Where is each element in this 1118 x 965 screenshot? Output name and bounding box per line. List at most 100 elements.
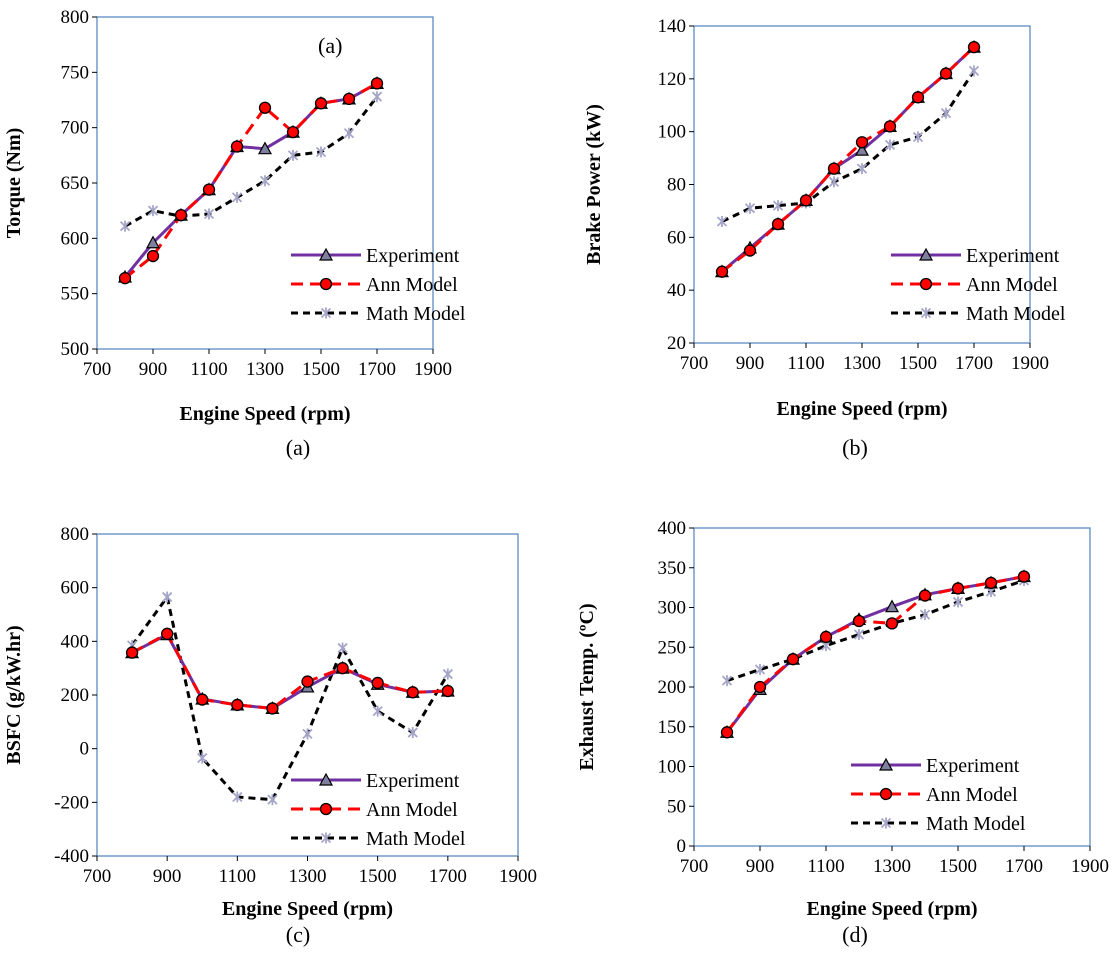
y-tick-label: 350 — [658, 558, 687, 579]
legend-label: Experiment — [366, 770, 460, 792]
data-point-math-model — [952, 596, 964, 608]
x-tick-label: 1100 — [787, 353, 824, 374]
data-point-ann-model — [799, 194, 813, 207]
y-axis-title: Exhaust Temp. (ºC) — [576, 603, 598, 770]
y-tick-label: 600 — [61, 578, 90, 599]
chart-a: 500 550 600 650 700 750 800 700 900 1100 1300 1500 1… — [3, 7, 466, 460]
data-point-ann-model — [852, 614, 866, 628]
legend-marker — [918, 247, 934, 261]
legend: Experiment Ann Model Math Model — [291, 770, 466, 850]
y-tick-label: 800 — [61, 524, 90, 545]
data-point-math-model — [372, 705, 383, 717]
x-tick-label: 700 — [680, 856, 709, 877]
legend: Experiment Ann Model Math Model — [891, 245, 1066, 325]
x-tick-label: 900 — [139, 359, 168, 380]
legend-label: Math Model — [366, 303, 466, 325]
data-point-ann-model — [1017, 570, 1031, 583]
x-tick-label: 1300 — [289, 866, 327, 887]
data-point-math-model — [744, 202, 756, 214]
data-point-math-model — [754, 664, 766, 676]
x-tick-label: 1100 — [190, 359, 227, 380]
y-tick-label: 550 — [61, 284, 90, 305]
legend-label: Experiment — [926, 755, 1020, 777]
data-point-ann-model — [370, 77, 384, 90]
series-line-ann-model — [131, 632, 448, 710]
y-tick-label: 60 — [667, 227, 686, 248]
data-point-ann-model — [967, 40, 981, 54]
x-tick-label: 900 — [746, 856, 775, 877]
legend-label: Experiment — [366, 245, 460, 267]
data-point-ann-model — [406, 686, 419, 699]
data-point-math-model — [302, 728, 313, 740]
y-tick-label: 300 — [658, 598, 687, 619]
series-line-experiment — [131, 633, 448, 710]
y-axis-title: BSFC (g/kW.hr) — [3, 625, 25, 764]
x-tick-label: 1900 — [1011, 353, 1049, 374]
data-point-ann-model — [441, 684, 454, 698]
y-tick-label: 140 — [658, 16, 687, 37]
chart-b: 20 40 60 80 100 120 140 700 900 1100 1300 1500 1700 1… — [583, 16, 1066, 460]
data-point-ann-model — [786, 653, 800, 666]
y-tick-label: -200 — [54, 792, 89, 813]
data-point-math-model — [119, 220, 131, 232]
panel-caption: (d) — [842, 922, 868, 947]
x-tick-label: 1100 — [219, 866, 256, 887]
data-point-math-model — [442, 668, 453, 680]
data-point-math-model — [968, 65, 980, 77]
series-line-ann-model — [725, 575, 1025, 734]
data-point-ann-model — [146, 249, 160, 263]
legend: Experiment Ann Model Math Model — [851, 755, 1026, 835]
x-tick-label: 900 — [153, 866, 182, 887]
y-tick-label: 400 — [61, 631, 90, 652]
x-tick-label: 1700 — [429, 866, 467, 887]
data-point-ann-model — [342, 92, 356, 106]
panel-inner-label: (a) — [318, 33, 342, 58]
y-tick-label: 50 — [667, 796, 686, 817]
data-point-math-model — [315, 146, 327, 158]
data-point-ann-model — [231, 698, 244, 712]
legend-marker — [919, 277, 933, 291]
y-tick-label: 150 — [658, 717, 687, 738]
x-tick-label: 700 — [83, 866, 112, 887]
y-tick-label: 650 — [61, 173, 90, 194]
y-tick-label: 600 — [61, 228, 90, 249]
data-point-math-model — [884, 139, 896, 151]
y-tick-label: 200 — [61, 685, 90, 706]
x-axis-title: Engine Speed (rpm) — [806, 898, 977, 920]
panel-caption: (c) — [286, 922, 310, 947]
data-point-math-model — [147, 205, 159, 217]
y-tick-label: 0 — [80, 739, 90, 760]
data-point-ann-model — [196, 693, 209, 706]
legend-label: Math Model — [966, 303, 1066, 325]
y-tick-label: 80 — [667, 175, 686, 196]
x-axis-title: Engine Speed (rpm) — [179, 403, 350, 425]
x-tick-label: 1300 — [873, 856, 911, 877]
data-point-math-model — [940, 107, 952, 119]
x-tick-label: 1500 — [302, 359, 340, 380]
data-point-ann-model — [125, 646, 139, 659]
plot-area — [693, 527, 1091, 847]
data-point-math-model — [259, 175, 271, 187]
series-line-math-model — [726, 579, 1025, 683]
data-point-ann-model — [230, 140, 244, 153]
x-tick-label: 900 — [736, 353, 765, 374]
data-point-ann-model — [951, 582, 965, 595]
legend-marker — [318, 772, 334, 786]
y-tick-label: 20 — [667, 333, 686, 354]
x-tick-label: 1300 — [843, 353, 881, 374]
panel-caption: (a) — [286, 435, 310, 460]
data-point-math-model — [919, 609, 931, 621]
legend-marker — [880, 817, 892, 829]
y-tick-label: 500 — [61, 339, 90, 360]
data-point-ann-model — [855, 136, 869, 149]
data-point-ann-model — [771, 217, 785, 231]
x-tick-label: 700 — [83, 359, 112, 380]
x-tick-label: 700 — [680, 353, 709, 374]
data-point-ann-model — [258, 101, 272, 114]
data-point-math-model — [162, 591, 173, 603]
data-point-ann-model — [883, 120, 897, 133]
series-line-math-model — [124, 95, 379, 228]
legend-marker — [319, 802, 333, 816]
y-tick-label: 120 — [658, 69, 687, 90]
y-tick-label: 400 — [658, 518, 687, 539]
